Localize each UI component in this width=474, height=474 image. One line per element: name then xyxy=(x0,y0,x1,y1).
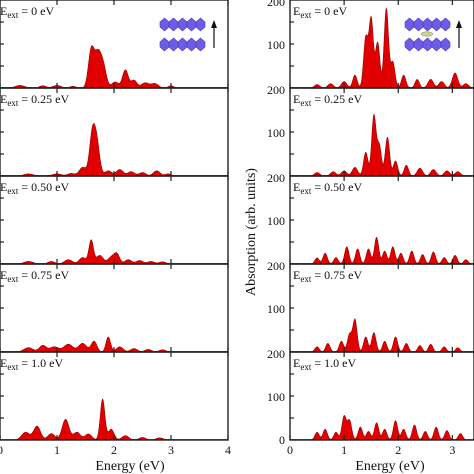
y-tick-label: 100 xyxy=(267,38,285,52)
right-panel-1: Eext = 0 eV 100 200 xyxy=(267,0,474,89)
y-tick-label: 100 xyxy=(267,126,285,140)
left-panel-3: Eext = 0.50 eV xyxy=(0,175,229,265)
y-tick-label: 0 xyxy=(279,433,285,447)
right-panel-2: Eext = 0.25 eV 100 200 xyxy=(267,83,474,177)
right-panel-label-2: Eext = 0.25 eV xyxy=(293,92,362,108)
x-tick-label: 1 xyxy=(341,443,347,457)
right-x-axis-title: Energy (eV) xyxy=(355,459,425,474)
x-tick-label: 2 xyxy=(395,443,401,457)
right-panel-5: Eext = 1.0 eV 0 100 200 xyxy=(267,347,474,447)
guest-molecule-icon xyxy=(420,31,434,37)
left-panel-label-1: Eext = 0 eV xyxy=(0,4,54,20)
y-tick-label: 200 xyxy=(267,171,285,185)
x-tick-label: 3 xyxy=(449,443,455,457)
y-tick-label: 100 xyxy=(267,214,285,228)
right-panel-label-4: Eext = 0.75 eV xyxy=(293,268,362,284)
right-y-axis-title: Absorption (arb. units) xyxy=(244,168,259,296)
left-x-axis-title: Energy (eV) xyxy=(95,459,165,474)
right-spectrum-3 xyxy=(290,237,474,265)
left-spectrum-1 xyxy=(0,45,228,89)
x-tick-label: 3 xyxy=(168,443,174,457)
right-panel-label-3: Eext = 0.50 eV xyxy=(293,180,362,196)
y-tick-label: 200 xyxy=(267,259,285,273)
y-tick-label: 200 xyxy=(267,83,285,97)
left-spectra-chart: Eext = 0 eV Eext = 0.25 eV Eext = 0.50 eV E… xyxy=(0,0,231,457)
y-tick-label: 100 xyxy=(267,390,285,404)
left-panel-2: Eext = 0.25 eV xyxy=(0,87,229,177)
left-panel-label-4: Eext = 0.75 eV xyxy=(0,268,69,284)
y-tick-label: 200 xyxy=(267,0,285,9)
right-panel-4: Eext = 0.75 eV 100 200 xyxy=(267,259,474,353)
left-panel-label-5: Eext = 1.0 eV xyxy=(0,356,63,372)
right-panel-3: Eext = 0.50 eV 100 200 xyxy=(267,171,474,265)
x-tick-label: 0 xyxy=(0,443,3,457)
x-tick-label: 2 xyxy=(111,443,117,457)
left-panel-1: Eext = 0 eV xyxy=(0,0,229,89)
y-tick-label: 100 xyxy=(267,302,285,316)
left-panel-label-2: Eext = 0.25 eV xyxy=(0,92,69,108)
y-tick-label: 200 xyxy=(267,347,285,361)
left-panel-4: Eext = 0.75 eV xyxy=(0,263,229,353)
right-spectrum-1 xyxy=(290,7,474,89)
right-spectrum-5 xyxy=(290,414,474,441)
x-tick-label: 0 xyxy=(287,443,293,457)
right-spectrum-2 xyxy=(290,113,474,177)
x-tick-label: 4 xyxy=(225,443,231,457)
molecule-inset-icon xyxy=(404,17,462,52)
left-panel-label-3: Eext = 0.50 eV xyxy=(0,180,69,196)
right-spectrum-4 xyxy=(290,318,474,353)
left-spectrum-2 xyxy=(0,123,228,177)
right-panel-label-1: Eext = 0 eV xyxy=(293,4,347,20)
x-tick-label: 1 xyxy=(54,443,60,457)
right-panel-label-5: Eext = 1.0 eV xyxy=(293,356,356,372)
left-spectrum-5 xyxy=(0,398,228,441)
molecule-inset-icon xyxy=(159,17,217,52)
left-panel-5: Eext = 1.0 eV xyxy=(0,351,229,441)
